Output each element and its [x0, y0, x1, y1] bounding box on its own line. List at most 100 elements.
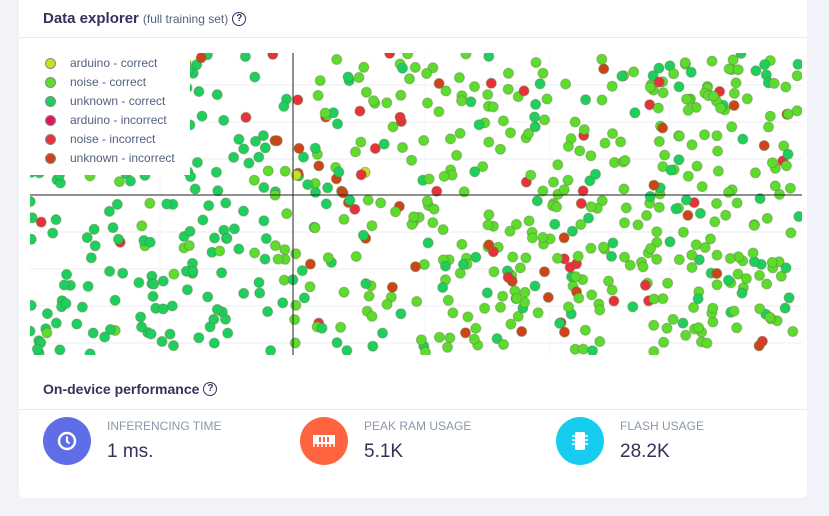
data-point[interactable]: [133, 277, 145, 289]
data-point[interactable]: [144, 197, 156, 209]
data-point[interactable]: [125, 175, 136, 187]
data-point[interactable]: [597, 241, 609, 253]
data-point[interactable]: [724, 253, 736, 264]
legend-item[interactable]: unknown - correct: [45, 94, 165, 108]
data-point[interactable]: [112, 233, 124, 245]
legend-item[interactable]: noise - incorrect: [45, 132, 155, 146]
data-point[interactable]: [397, 62, 408, 74]
data-point[interactable]: [628, 66, 640, 78]
data-point[interactable]: [279, 244, 291, 256]
data-point[interactable]: [250, 135, 261, 147]
data-point[interactable]: [460, 53, 472, 60]
data-point[interactable]: [708, 90, 720, 102]
data-point[interactable]: [552, 159, 564, 171]
data-point[interactable]: [249, 71, 261, 83]
data-point[interactable]: [314, 75, 326, 87]
data-point[interactable]: [779, 302, 791, 314]
data-point[interactable]: [667, 313, 679, 325]
data-point[interactable]: [454, 127, 466, 139]
data-point[interactable]: [470, 322, 482, 334]
data-point[interactable]: [624, 259, 636, 271]
data-point[interactable]: [596, 195, 608, 207]
data-point[interactable]: [184, 225, 196, 237]
data-point[interactable]: [338, 213, 350, 225]
data-point[interactable]: [569, 116, 581, 128]
data-point[interactable]: [210, 166, 222, 178]
data-point[interactable]: [135, 311, 147, 323]
data-point[interactable]: [220, 313, 231, 325]
data-point[interactable]: [164, 328, 176, 340]
data-point[interactable]: [375, 197, 387, 209]
data-point[interactable]: [759, 59, 771, 71]
data-point[interactable]: [606, 284, 618, 296]
data-point[interactable]: [651, 226, 663, 238]
data-point[interactable]: [749, 167, 761, 179]
data-point[interactable]: [479, 302, 491, 314]
data-point[interactable]: [711, 130, 723, 142]
data-point[interactable]: [574, 145, 586, 157]
data-point[interactable]: [440, 85, 452, 97]
data-point[interactable]: [189, 183, 201, 195]
data-point[interactable]: [768, 77, 780, 89]
data-point[interactable]: [253, 151, 265, 163]
legend-item[interactable]: unknown - incorrect: [45, 151, 175, 165]
data-point[interactable]: [599, 137, 611, 149]
data-point[interactable]: [41, 327, 53, 339]
data-point[interactable]: [304, 281, 316, 293]
data-point[interactable]: [145, 328, 157, 340]
data-point[interactable]: [754, 303, 766, 315]
data-point[interactable]: [793, 211, 802, 222]
data-point[interactable]: [355, 169, 367, 181]
data-point[interactable]: [366, 220, 378, 232]
data-point[interactable]: [541, 93, 553, 105]
data-point[interactable]: [686, 249, 698, 261]
data-point[interactable]: [181, 284, 193, 296]
data-point[interactable]: [296, 265, 308, 277]
data-point[interactable]: [240, 111, 252, 123]
data-point[interactable]: [269, 240, 281, 252]
data-point[interactable]: [699, 129, 710, 141]
data-point[interactable]: [409, 61, 421, 73]
data-point[interactable]: [221, 232, 233, 244]
data-point[interactable]: [780, 81, 792, 93]
data-point[interactable]: [681, 93, 693, 105]
data-point[interactable]: [596, 94, 608, 106]
data-point[interactable]: [705, 233, 716, 245]
data-point[interactable]: [196, 110, 208, 122]
data-point[interactable]: [366, 310, 378, 322]
data-point[interactable]: [594, 336, 606, 347]
data-point[interactable]: [665, 164, 677, 176]
data-point[interactable]: [381, 298, 393, 310]
data-point[interactable]: [730, 77, 742, 89]
data-point[interactable]: [378, 138, 390, 150]
data-point[interactable]: [357, 229, 369, 241]
data-point[interactable]: [775, 270, 787, 282]
data-point[interactable]: [563, 301, 574, 313]
data-point[interactable]: [529, 280, 541, 292]
data-point[interactable]: [682, 104, 694, 116]
data-point[interactable]: [248, 174, 260, 186]
data-point[interactable]: [281, 208, 293, 220]
data-point[interactable]: [470, 251, 482, 263]
data-point[interactable]: [85, 252, 97, 264]
question-circle-icon[interactable]: ?: [203, 382, 218, 396]
data-point[interactable]: [653, 62, 665, 74]
data-point[interactable]: [552, 252, 563, 264]
data-point[interactable]: [711, 198, 723, 209]
data-point[interactable]: [404, 73, 415, 85]
data-point[interactable]: [350, 251, 362, 262]
data-point[interactable]: [358, 61, 370, 73]
data-point[interactable]: [584, 175, 596, 187]
data-point[interactable]: [41, 308, 53, 320]
data-point[interactable]: [360, 278, 372, 290]
data-point[interactable]: [679, 57, 691, 69]
data-point[interactable]: [422, 97, 433, 109]
data-point[interactable]: [408, 211, 420, 223]
data-point[interactable]: [731, 322, 743, 334]
data-point[interactable]: [468, 333, 480, 345]
data-point[interactable]: [257, 130, 269, 142]
data-point[interactable]: [136, 220, 148, 232]
data-point[interactable]: [157, 303, 169, 315]
data-point[interactable]: [728, 100, 740, 111]
data-point[interactable]: [203, 200, 215, 212]
